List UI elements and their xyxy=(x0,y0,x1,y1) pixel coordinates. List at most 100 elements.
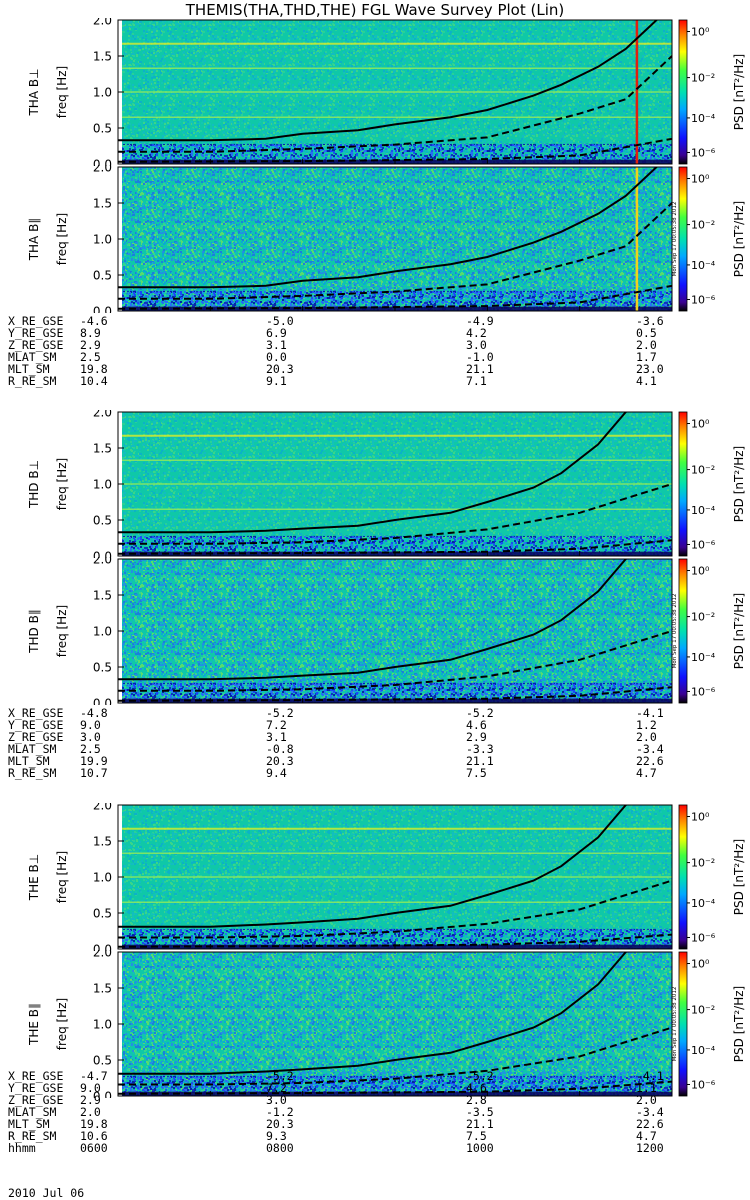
ephemeris-value: 21.1 xyxy=(466,1117,494,1131)
colorbar xyxy=(678,804,688,950)
ephemeris-row: MLAT_SM 2.0 -1.2 -3.5 -3.4 xyxy=(8,1106,698,1118)
ephemeris-row: X_RE_GSE -4.7 -5.2 -5.2 -4.1 xyxy=(8,1070,698,1082)
ephemeris-value: -3.4 xyxy=(636,1105,664,1119)
ephemeris-value: 10.4 xyxy=(80,374,108,388)
freq-axis-label: freq [Hz] xyxy=(55,851,69,903)
ephemeris-value: 9.0 xyxy=(80,718,101,732)
ephemeris-value: -5.0 xyxy=(266,314,294,328)
ephemeris-value: 6.9 xyxy=(266,326,287,340)
half-cyclotron-curve xyxy=(118,1026,672,1086)
ephemeris-row-label: X_RE_GSE xyxy=(8,706,64,720)
ephemeris-value: -4.8 xyxy=(80,706,108,720)
ephemeris-value: 9.4 xyxy=(266,766,287,780)
y-tick-label: 0.5 xyxy=(93,1054,112,1068)
ephemeris-value: -5.2 xyxy=(466,1069,494,1083)
colorbar-tick-label: 10⁻⁴ xyxy=(691,897,716,910)
low-frequency-band xyxy=(122,535,672,556)
ephemeris-row: R_RE_SM 10.7 9.4 7.5 4.7 xyxy=(8,767,698,779)
ephemeris-row: hhmm 0600 0800 1000 1200 xyxy=(8,1142,698,1154)
ephemeris-value: 10.6 xyxy=(80,1129,108,1143)
half-cyclotron-curve xyxy=(118,202,672,300)
ephemeris-value: -3.6 xyxy=(636,314,664,328)
y-tick-label: 0.5 xyxy=(93,514,112,528)
ephemeris-value: 7.1 xyxy=(466,374,487,388)
plot-date: 2010 Jul 06 xyxy=(8,1186,85,1200)
ephemeris-row-label: R_RE_SM xyxy=(8,374,57,388)
y-tick-label: 0.5 xyxy=(93,269,112,283)
colorbar-tick-label: 10⁻⁶ xyxy=(691,1078,716,1091)
spectrogram-texture xyxy=(118,559,672,703)
ephemeris-row-label: MLT_SM xyxy=(8,362,50,376)
colorbar-tick-label: 10⁻² xyxy=(691,219,715,232)
ephemeris-value: 19.8 xyxy=(80,362,108,376)
timestamp-stamp: Mon Sep 17 00:05:38 2012 xyxy=(672,594,678,669)
y-tick-label: 0.0 xyxy=(93,943,112,952)
ephemeris-row-label: Y_RE_GSE xyxy=(8,326,64,340)
ephemeris-value: 21.1 xyxy=(466,754,494,768)
ephemeris-value: 3.1 xyxy=(266,338,287,352)
ephemeris-value: 7.5 xyxy=(466,766,487,780)
colorbar xyxy=(678,166,688,312)
plot-title: THEMIS(THA,THD,THE) FGL Wave Survey Plot… xyxy=(185,1,565,19)
colorbar-tick-label: 10⁰ xyxy=(691,26,710,39)
cyclotron-frequency-curve xyxy=(118,952,629,1075)
y-tick-label: 0.5 xyxy=(93,907,112,921)
ephemeris-value: 4.6 xyxy=(466,1081,487,1095)
ephemeris-row-label: MLAT_SM xyxy=(8,1105,57,1119)
panel-ylabel: THA B⊥ xyxy=(27,68,41,116)
colorbar-tick-label: 10⁻⁶ xyxy=(691,538,716,551)
ephemeris-value: 1.2 xyxy=(636,718,657,732)
y-tick-label: 1.5 xyxy=(93,50,112,64)
ephemeris-table-the: X_RE_GSE -4.7 -5.2 -5.2 -4.1 Y_RE_GSE 9.0 7.2 4.… xyxy=(8,1070,698,1154)
ephemeris-row-label: R_RE_SM xyxy=(8,1129,57,1143)
ephemeris-value: 10.7 xyxy=(80,766,108,780)
ephemeris-value: 3.0 xyxy=(266,1093,287,1107)
ephemeris-row-label: Y_RE_GSE xyxy=(8,1081,64,1095)
panel-ylabel: THD B∥ xyxy=(27,609,41,654)
ephemeris-value: 20.3 xyxy=(266,754,294,768)
ephemeris-value: 9.0 xyxy=(80,1081,101,1095)
freq-axis-label: freq [Hz] xyxy=(55,605,69,657)
low-frequency-band xyxy=(122,682,672,703)
ephemeris-row: Y_RE_GSE 8.9 6.9 4.2 0.5 xyxy=(8,327,698,339)
ephemeris-value: -5.2 xyxy=(466,706,494,720)
ephemeris-table-tha: X_RE_GSE -4.6 -5.0 -4.9 -3.6 Y_RE_GSE 8.9 6.9 4.… xyxy=(8,315,698,387)
ephemeris-row-label: MLT_SM xyxy=(8,1117,50,1131)
colorbar-tick-label: 10⁻⁴ xyxy=(691,504,716,517)
spectrogram-panel-tha-perp: 0.0 0.5 1.0 1.5 2.0 THA B⊥ freq [Hz] 10⁰ 10⁻² 10⁻… xyxy=(27,18,746,166)
y-tick-label: 1.5 xyxy=(93,442,112,456)
low-frequency-band xyxy=(122,143,672,164)
half-cyclotron-curve xyxy=(118,879,672,939)
cyclotron-frequency-curve xyxy=(118,167,659,289)
ephemeris-row-label: hhmm xyxy=(8,1141,36,1155)
colorbar-tick-label: 10⁻⁶ xyxy=(691,685,716,698)
colorbar xyxy=(678,558,688,704)
ephemeris-value: 1200 xyxy=(636,1141,664,1155)
half-cyclotron-curve xyxy=(118,483,672,545)
ephemeris-value: 4.1 xyxy=(636,374,657,388)
ephemeris-value: 9.3 xyxy=(266,1129,287,1143)
y-tick-label: 1.5 xyxy=(93,835,112,849)
freq-axis-label: freq [Hz] xyxy=(55,458,69,510)
spectrogram-panel-the-par: 0.0 0.5 1.0 1.5 2.0 THE B∥ freq [Hz] 10⁰ 10⁻² 10⁻… xyxy=(27,950,746,1098)
ephemeris-value: 0.5 xyxy=(636,326,657,340)
colorbar-tick-label: 10⁰ xyxy=(691,811,710,824)
y-tick-label: 1.5 xyxy=(93,982,112,996)
spectrogram-panel-the-perp: 0.0 0.5 1.0 1.5 2.0 THE B⊥ freq [Hz] 10⁰ 10⁻² 10⁻… xyxy=(27,803,746,952)
y-tick-label: 2.0 xyxy=(93,18,112,28)
ephemeris-row: MLAT_SM 2.5 0.0 -1.0 1.7 xyxy=(8,351,698,363)
half-cyclotron-curve xyxy=(118,55,672,153)
ephemeris-value: 4.7 xyxy=(636,766,657,780)
ephemeris-value: 1.7 xyxy=(636,350,657,364)
freq-axis-label: freq [Hz] xyxy=(55,998,69,1050)
cyclotron-frequency-curve xyxy=(118,805,629,928)
ephemeris-row: MLT_SM 19.9 20.3 21.1 22.6 xyxy=(8,755,698,767)
timestamp-stamp: Mon Sep 17 00:05:38 2012 xyxy=(672,987,678,1062)
ephemeris-value: 19.9 xyxy=(80,754,108,768)
ephemeris-value: 2.9 xyxy=(466,730,487,744)
ephemeris-row-label: Z_RE_GSE xyxy=(8,1093,64,1107)
colorbar-tick-label: 10⁻² xyxy=(691,611,715,624)
ephemeris-value: 20.3 xyxy=(266,1117,294,1131)
ephemeris-value: 22.6 xyxy=(636,754,664,768)
